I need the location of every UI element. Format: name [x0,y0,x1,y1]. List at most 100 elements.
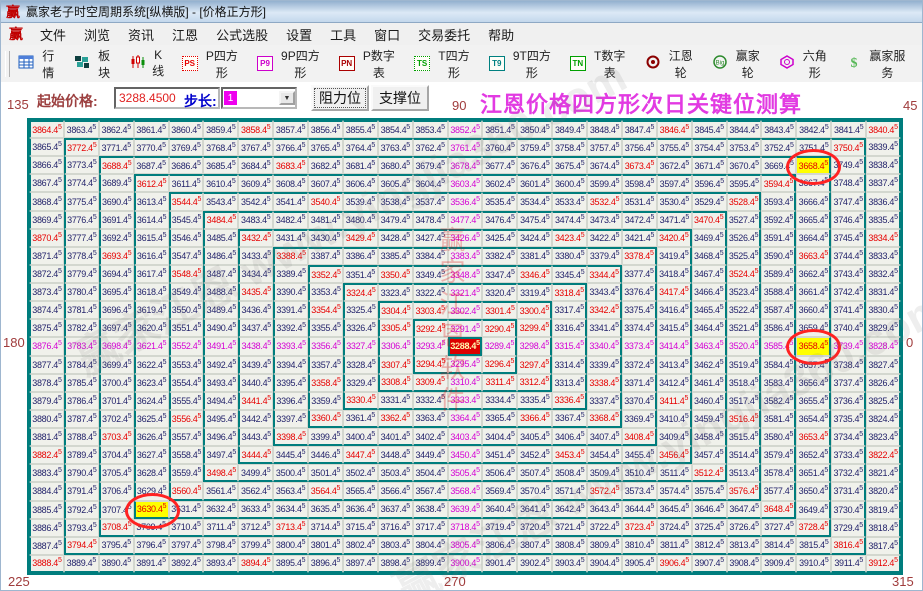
toolbar-item-9t-square[interactable]: T9 9T四方形 [487,45,557,83]
menu-item-4[interactable]: 公式选股 [216,27,269,43]
menu-item-8[interactable]: 交易委托 [418,27,471,43]
price-cell: 3540.4 5 [308,192,343,211]
menu-item-9[interactable]: 帮助 [488,27,515,43]
price-cell: 3322.4 5 [412,283,448,302]
price-cell: 3583.4 5 [761,373,797,392]
toolbar-item-winner-wheel[interactable]: Big 赢家轮 [710,45,766,83]
price-cell: 3342.4 5 [587,301,622,320]
price-cell: 3673.4 5 [621,156,657,175]
price-cell: 3519.4 5 [726,355,762,374]
price-cell: 3691.4 5 [98,210,134,229]
price-cell: 3711.4 5 [203,518,239,537]
price-cell: 3372.4 5 [621,355,657,374]
price-cell: 3613.4 5 [133,192,169,211]
price-cell: 3532.4 5 [587,192,622,211]
price-cell: 3311.4 5 [482,373,518,392]
price-cell: 3573.4 5 [621,482,657,501]
toolbar-item-t-square[interactable]: TS T四方形 [412,45,476,83]
price-cell: 3436.4 5 [238,301,274,320]
price-cell: 3638.4 5 [412,500,448,519]
price-cell: 3609.4 5 [238,174,274,193]
menu-item-2[interactable]: 资讯 [128,27,155,43]
price-cell: 3684.4 5 [238,156,274,175]
price-cell: 3706.4 5 [98,482,134,501]
price-cell: 3753.4 5 [726,138,762,157]
price-cell: 3325.4 5 [342,301,378,320]
toolbar-item-gann-wheel[interactable]: 江恩轮 [643,45,699,83]
price-cell: 3815.4 5 [796,536,832,555]
price-cell: 3365.4 5 [482,409,518,429]
price-cell: 3690.4 5 [98,192,134,211]
price-cell: 3882.4 5 [29,446,64,465]
toolbar-item-kline[interactable]: K线 [128,46,169,81]
price-cell: 3579.4 5 [761,446,797,465]
price-cell: 3888.4 5 [29,554,64,573]
price-cell: 3412.4 5 [656,373,692,392]
price-cell: 3898.4 5 [377,554,413,573]
price-cell: 3864.4 5 [29,120,64,139]
price-cell: 3571.4 5 [552,482,588,501]
price-cell: 3469.4 5 [691,228,727,247]
menu-bar: 赢 文件 浏览 资讯 江恩 公式选股 设置 工具 窗口 交易委托 帮助 [1,23,922,46]
price-cell: 3805.4 5 [447,536,483,555]
price-cell: 3293.4 5 [412,337,448,356]
price-cell: 3791.4 5 [63,482,99,501]
menu-item-7[interactable]: 窗口 [374,27,401,43]
price-cell: 3568.4 5 [447,482,483,501]
price-cell: 3390.4 5 [273,283,309,302]
price-cell: 3892.4 5 [168,554,204,573]
price-cell: 3451.4 5 [482,446,518,465]
price-cell: 3823.4 5 [866,428,901,447]
menu-item-6[interactable]: 工具 [330,27,357,43]
support-button[interactable]: 支撑位 [371,85,429,111]
step-select[interactable]: 1 ▼ [221,87,297,109]
price-cell: 3844.4 5 [726,120,762,139]
price-cell: 3812.4 5 [691,536,727,555]
toolbar-item-sectors[interactable]: 板块 [72,45,117,83]
price-cell: 3305.4 5 [377,319,413,338]
key-level-cell: 3668.4 5 [786,149,842,186]
price-cell: 3799.4 5 [238,536,274,555]
price-cell: 3561.4 5 [203,482,239,501]
price-cell: 3300.4 5 [517,301,553,320]
start-price-input[interactable] [114,87,220,109]
price-cell: 3525.4 5 [726,246,762,265]
price-cell: 3577.4 5 [761,482,797,501]
price-cell: 3803.4 5 [377,536,413,555]
price-cell: 3678.4 5 [447,156,483,175]
price-cell: 3709.4 5 [133,518,169,537]
toolbar-item-hexagon[interactable]: 六角形 [777,45,833,83]
price-cell: 3422.4 5 [587,228,622,247]
price-cell: 3912.4 5 [866,554,901,573]
price-cell: 3884.4 5 [29,482,64,501]
toolbar-item-quotes[interactable]: 行情 [16,45,61,83]
toolbar-item-winner-service[interactable]: $ 赢家服务 [844,45,911,83]
menu-item-0[interactable]: 文件 [40,27,67,43]
child-window-icon[interactable]: 赢 [9,26,23,42]
toolbar-item-9p-square[interactable]: P9 9P四方形 [255,45,326,83]
toolbar-item-p-number[interactable]: PN P数字表 [337,45,401,83]
price-cell: 3557.4 5 [168,428,204,447]
menu-item-1[interactable]: 浏览 [84,27,111,43]
price-cell: 3869.4 5 [29,210,64,229]
toolbar-drag-handle-icon[interactable] [5,50,10,77]
price-cell: 3713.4 5 [273,518,309,537]
price-cell: 3459.4 5 [691,409,727,429]
toolbar-item-p-square[interactable]: PS P四方形 [180,45,244,83]
price-cell: 3895.4 5 [273,554,309,573]
toolbar-item-t-number[interactable]: TN T数字表 [568,45,632,83]
price-cell: 3793.4 5 [63,518,99,537]
price-cell: 3586.4 5 [761,319,797,338]
price-cell: 3481.4 5 [308,210,343,229]
angle-label-270: 270 [444,574,466,589]
price-cell: 3686.4 5 [168,156,204,175]
menu-item-5[interactable]: 设置 [286,27,313,43]
price-cell: 3710.4 5 [168,518,204,537]
price-cell: 3498.4 5 [203,464,239,483]
resistance-button[interactable]: 阻力位 [311,85,369,111]
price-cell: 3295.4 5 [447,355,483,374]
menu-item-3[interactable]: 江恩 [172,27,199,43]
price-cell: 3510.4 5 [621,464,657,483]
price-cell: 3840.4 5 [866,120,901,139]
chevron-down-icon[interactable]: ▼ [279,91,295,105]
